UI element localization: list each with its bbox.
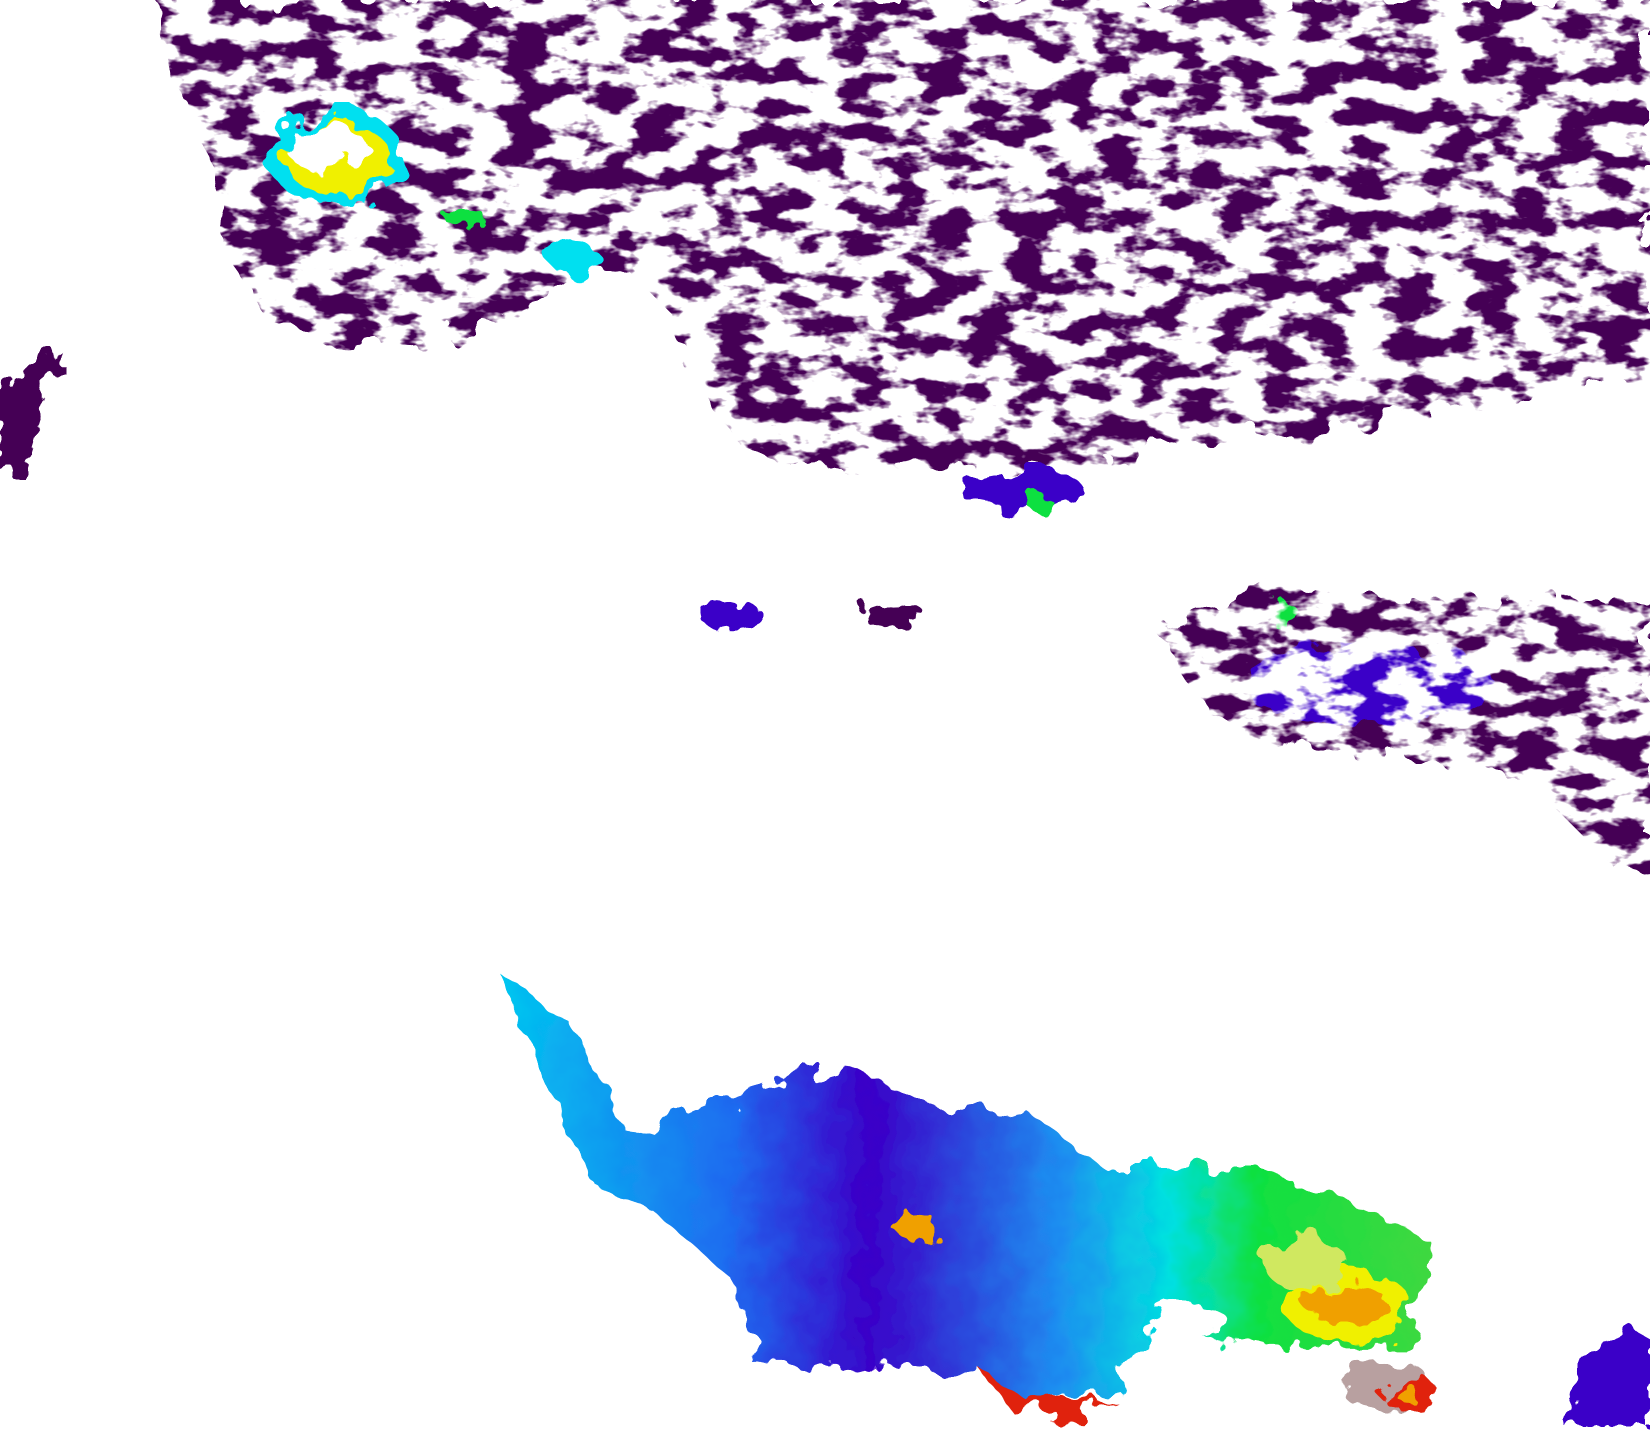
west-edge-low-region [0,352,64,474]
southern-high-region [494,968,1432,1416]
southeast-patch [1341,1325,1650,1430]
central-small-patches [699,470,1084,631]
cloud-gaps-east [1147,573,1650,879]
northwest-high-patch [268,110,597,277]
cloud-gaps-north [157,0,1650,485]
